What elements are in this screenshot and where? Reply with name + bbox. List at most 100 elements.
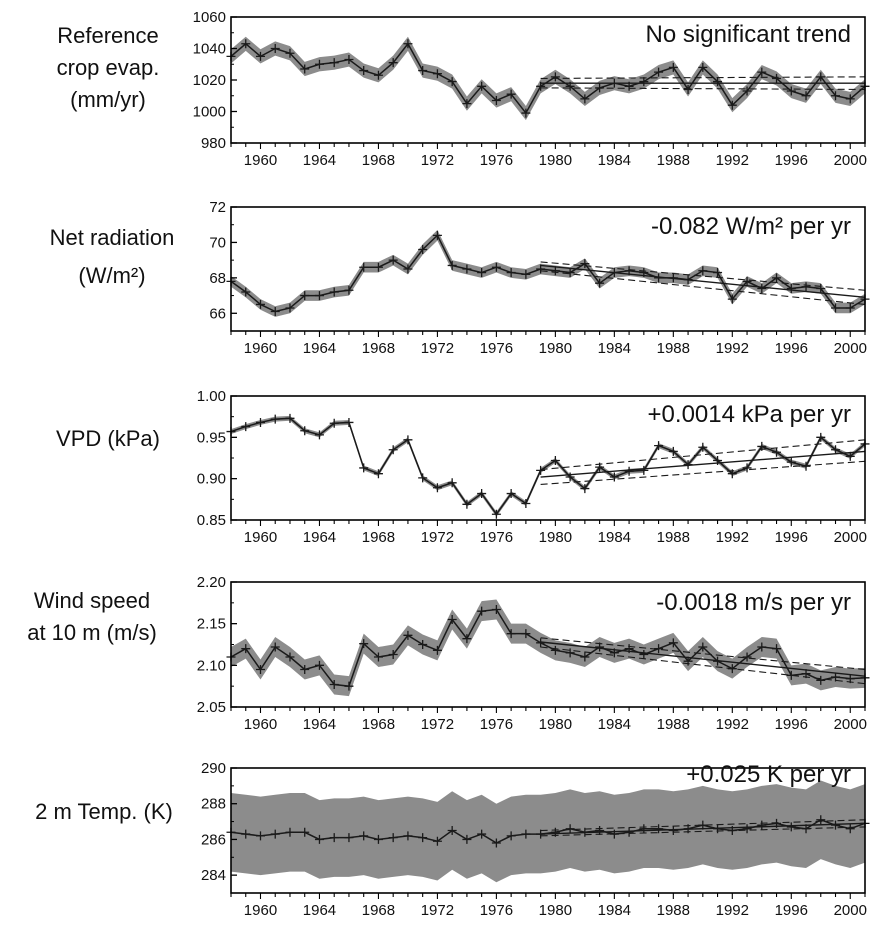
- data-point: [285, 652, 295, 662]
- x-tick-label: 2000: [834, 902, 867, 919]
- data-point: [727, 294, 737, 304]
- x-tick-label: 1976: [480, 529, 513, 546]
- data-point: [786, 457, 796, 467]
- x-tick-label: 1984: [598, 902, 631, 919]
- trend-lower-bound: [540, 826, 866, 837]
- data-point: [418, 833, 428, 843]
- data-point: [742, 276, 752, 286]
- data-point: [432, 645, 442, 655]
- x-tick-label: 2000: [834, 529, 867, 546]
- data-point: [403, 39, 413, 49]
- y-tick-label: 66: [209, 305, 226, 322]
- data-point: [241, 644, 251, 654]
- data-point: [285, 48, 295, 58]
- data-point: [491, 605, 501, 614]
- x-tick-label: 1972: [421, 902, 454, 919]
- data-point: [241, 39, 251, 49]
- data-point: [403, 630, 413, 640]
- x-tick-label: 1984: [598, 152, 631, 169]
- data-point: [270, 829, 280, 839]
- data-point: [462, 499, 472, 509]
- data-point: [373, 70, 383, 80]
- data-point: [418, 66, 428, 76]
- data-point: [668, 273, 678, 283]
- data-point: [609, 829, 619, 839]
- data-point: [550, 827, 560, 837]
- y-tick-label: 1020: [193, 72, 226, 89]
- x-tick-label: 1984: [598, 716, 631, 733]
- data-point: [506, 489, 516, 499]
- y-axis-label: Net radiation: [50, 225, 175, 250]
- y-tick-label: 2.05: [197, 699, 226, 716]
- data-point: [506, 268, 516, 278]
- x-tick-label: 1960: [244, 529, 277, 546]
- x-tick-label: 1976: [480, 902, 513, 919]
- data-point: [816, 675, 826, 685]
- data-point: [595, 278, 605, 288]
- data-point: [727, 826, 737, 835]
- y-tick-label: 72: [209, 199, 226, 216]
- x-tick-label: 1992: [716, 716, 749, 733]
- x-tick-label: 1976: [480, 716, 513, 733]
- data-point: [595, 83, 605, 93]
- trend-annotation: -0.0018 m/s per yr: [656, 589, 851, 616]
- data-point: [403, 831, 413, 841]
- data-point: [388, 445, 398, 455]
- data-point: [314, 430, 324, 440]
- uncertainty-band: [231, 36, 865, 121]
- data-point: [772, 73, 782, 83]
- trend-line: [540, 641, 866, 677]
- data-point: [344, 681, 354, 691]
- data-point: [831, 672, 841, 682]
- data-point: [654, 273, 664, 283]
- data-point: [344, 417, 354, 427]
- data-point: [418, 245, 428, 255]
- x-tick-label: 1980: [539, 152, 572, 169]
- data-point: [285, 827, 295, 837]
- uncertainty-band: [231, 780, 865, 883]
- data-point: [609, 78, 619, 88]
- x-tick-label: 2000: [834, 340, 867, 357]
- panel-3: 0.85 0.90 0.95 1.00 1960 1964 1968 1972 1976 1980…: [56, 388, 870, 546]
- x-tick-label: 1996: [775, 716, 808, 733]
- data-point: [595, 462, 605, 472]
- y-tick-label: 2.20: [197, 574, 226, 591]
- data-point: [491, 95, 501, 105]
- data-point: [255, 51, 265, 61]
- data-point: [609, 472, 619, 482]
- data-point: [801, 824, 811, 834]
- data-point: [580, 484, 590, 494]
- x-tick-label: 1988: [657, 340, 690, 357]
- data-point: [654, 441, 664, 451]
- data-point: [713, 824, 723, 834]
- trend-line: [540, 264, 866, 299]
- data-point: [772, 447, 782, 457]
- data-point: [491, 262, 501, 272]
- x-tick-label: 1992: [716, 529, 749, 546]
- data-point: [757, 283, 767, 293]
- trend-annotation: -0.082 W/m² per yr: [651, 213, 851, 240]
- data-point: [491, 838, 501, 848]
- data-point: [506, 629, 516, 639]
- x-tick-label: 1964: [303, 340, 336, 357]
- data-point: [639, 77, 649, 87]
- data-point: [447, 826, 457, 835]
- data-point: [270, 307, 280, 317]
- data-point: [521, 829, 531, 839]
- panel-4: 2.05 2.10 2.15 2.20 1960 1964 1968 1972 1976 1980…: [27, 574, 870, 733]
- data-point: [742, 86, 752, 96]
- data-point: [831, 91, 841, 101]
- data-point: [432, 69, 442, 79]
- data-point: [786, 86, 796, 96]
- data-point: [742, 824, 752, 834]
- data-point: [359, 639, 369, 649]
- data-point: [801, 282, 811, 292]
- data-point: [757, 820, 767, 830]
- x-tick-label: 1988: [657, 152, 690, 169]
- data-point: [314, 834, 324, 844]
- data-point: [727, 100, 737, 110]
- data-point: [609, 648, 619, 658]
- data-point: [683, 460, 693, 470]
- data-point: [314, 291, 324, 301]
